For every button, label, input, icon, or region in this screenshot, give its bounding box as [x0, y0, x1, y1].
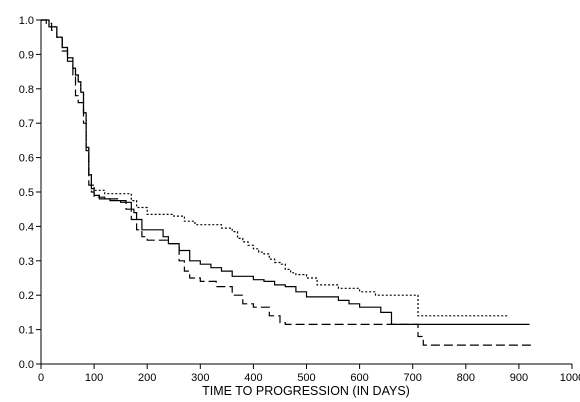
- series-solid-line: [41, 19, 530, 325]
- x-tick-label: 200: [138, 372, 156, 384]
- y-tick-labels-group: 0.0 0.1 0.2 0.3 0.4 0.5 0.6 0.7 0.8 0.9 1.0: [19, 15, 34, 371]
- y-tick-label: 0.9: [19, 49, 34, 61]
- y-tick-label: 1.0: [19, 15, 34, 27]
- x-axis: 0 100 200 300 400 500 600 700 800 900 1000: [38, 363, 580, 384]
- x-tick-label: 0: [38, 372, 44, 384]
- x-tick-label: 700: [404, 372, 422, 384]
- y-axis: 0.0 0.1 0.2 0.3 0.4 0.5 0.6 0.7 0.8 0.9 1.0: [19, 15, 42, 371]
- y-tick-label: 0.7: [19, 118, 34, 130]
- x-tick-label: 1000: [560, 372, 580, 384]
- y-tick-label: 0.8: [19, 84, 34, 96]
- x-tick-label: 500: [297, 372, 315, 384]
- series-dotted-line: [41, 19, 509, 317]
- series-dashed-line: [41, 19, 535, 346]
- y-tick-label: 0.3: [19, 256, 34, 268]
- y-tick-label: 0.1: [19, 325, 34, 337]
- x-ticks-group: [40, 364, 573, 369]
- y-tick-label: 0.4: [19, 221, 34, 233]
- y-ticks-group: [36, 19, 41, 365]
- series-group: [41, 19, 535, 346]
- x-tick-label: 600: [350, 372, 368, 384]
- x-tick-labels-group: 0 100 200 300 400 500 600 700 800 900 1000: [38, 372, 580, 384]
- x-axis-title: TIME TO PROGRESSION (IN DAYS): [202, 384, 410, 398]
- y-tick-label: 0.6: [19, 153, 34, 165]
- y-tick-label: 0.0: [19, 359, 34, 371]
- x-tick-label: 100: [85, 372, 103, 384]
- x-tick-label: 400: [244, 372, 262, 384]
- y-tick-label: 0.5: [19, 187, 34, 199]
- x-tick-label: 800: [457, 372, 475, 384]
- x-tick-label: 900: [510, 372, 528, 384]
- x-tick-label: 300: [191, 372, 209, 384]
- y-tick-label: 0.2: [19, 290, 34, 302]
